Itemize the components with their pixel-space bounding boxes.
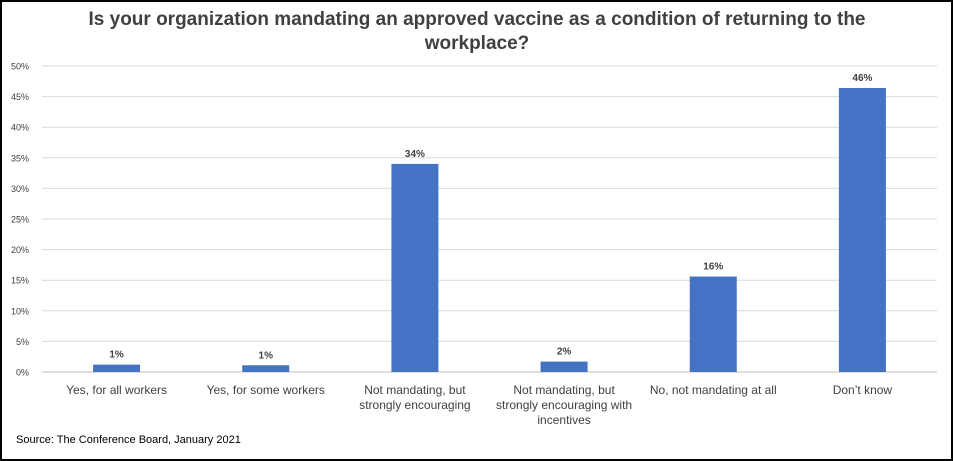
bar [242, 365, 290, 372]
y-tick-label: 45% [11, 92, 29, 102]
data-label: 16% [703, 262, 723, 273]
y-tick-label: 25% [11, 215, 29, 225]
x-tick-label-line: No, not mandating at all [650, 383, 777, 397]
bar [540, 361, 588, 372]
x-tick-label: Don’t know [833, 383, 893, 397]
data-label: 34% [405, 149, 425, 160]
x-tick-label: Yes, for all workers [66, 383, 167, 397]
source-note: Source: The Conference Board, January 20… [16, 434, 241, 446]
data-label: 46% [852, 73, 872, 84]
x-tick-label: Not mandating, but strongly encouraging w… [496, 383, 632, 427]
bar [93, 364, 141, 372]
x-tick-label: Yes, for some workers [207, 383, 325, 397]
x-tick-label-line: strongly encouraging [359, 398, 470, 412]
y-tick-label: 30% [11, 184, 29, 194]
x-tick-label-line: Not mandating, but [364, 383, 466, 397]
x-tick-label-line: Yes, for some workers [207, 383, 325, 397]
y-tick-label: 0% [16, 368, 29, 378]
x-tick-label-line: Don’t know [833, 383, 893, 397]
chart-title: Is your organization mandating an approv… [88, 9, 866, 54]
y-tick-label: 10% [11, 306, 29, 316]
x-tick-label: No, not mandating at all [650, 383, 777, 397]
data-label: 1% [259, 350, 274, 361]
x-tick-label-line: incentives [537, 413, 590, 427]
y-tick-label: 15% [11, 276, 29, 286]
y-tick-label: 50% [11, 62, 29, 72]
bar [391, 163, 439, 372]
data-label: 2% [557, 347, 572, 358]
y-tick-label: 40% [11, 123, 29, 133]
x-tick-label-line: strongly encouraging with [496, 398, 632, 412]
y-tick-label: 5% [16, 337, 29, 347]
y-tick-label: 20% [11, 245, 29, 255]
x-tick-label-line: Yes, for all workers [66, 383, 167, 397]
bar [838, 88, 886, 373]
x-tick-label: Not mandating, but strongly encouraging [359, 383, 470, 412]
data-label: 1% [109, 350, 124, 361]
y-tick-label: 35% [11, 153, 29, 163]
bar [689, 276, 737, 372]
x-tick-label-line: Not mandating, but [513, 383, 615, 397]
